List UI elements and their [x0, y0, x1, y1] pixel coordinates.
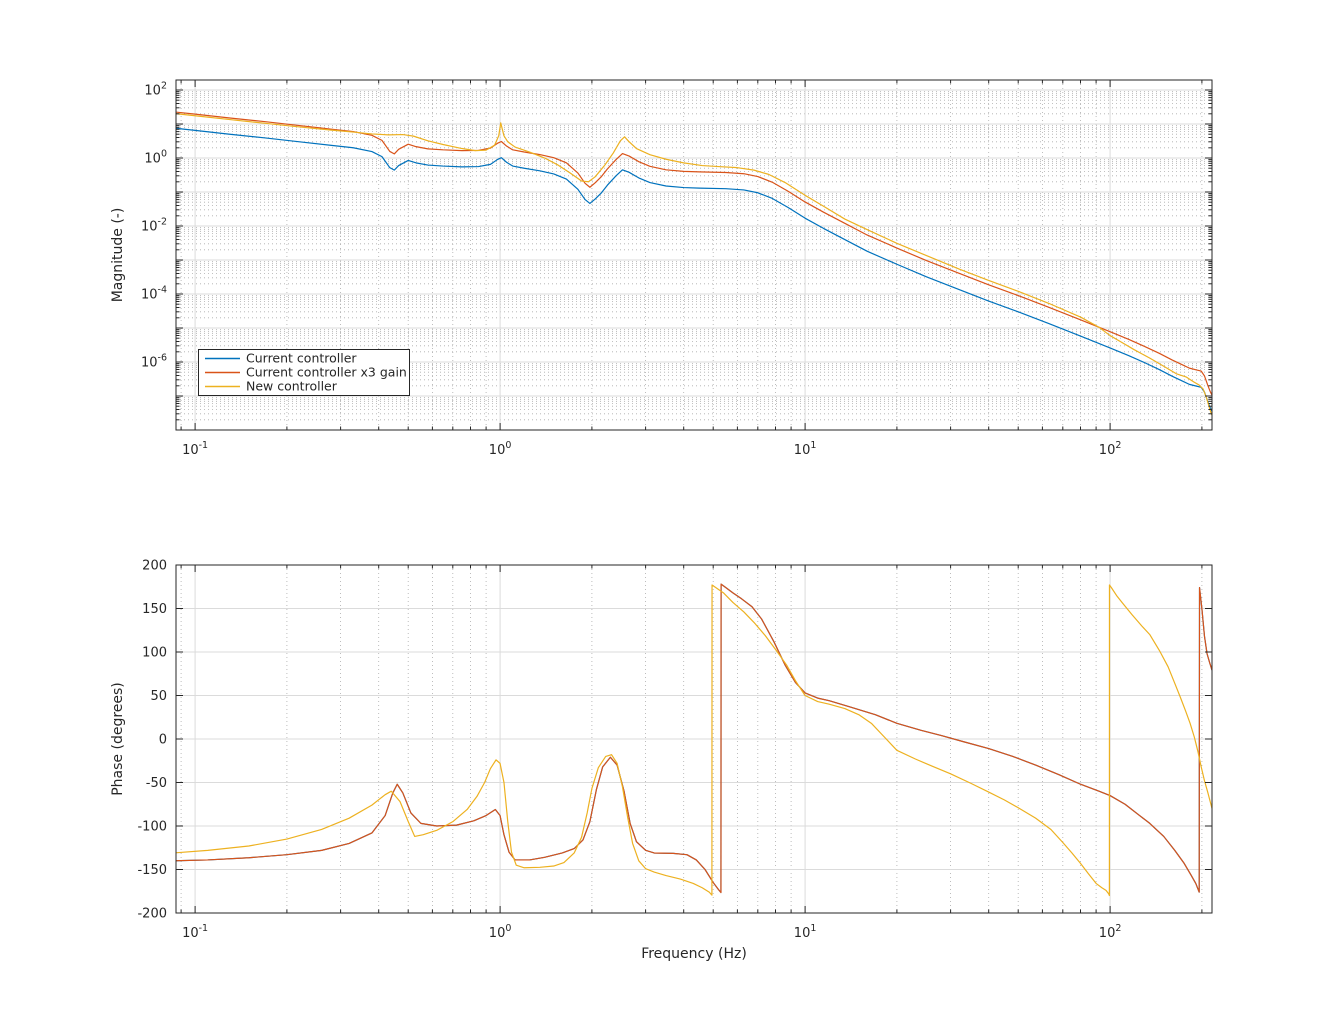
series-current-controller: [175, 127, 1213, 413]
x-axis-label: Frequency (Hz): [641, 946, 747, 962]
phase-major-grid: [176, 565, 1212, 913]
magnitude-axes-box: [175, 79, 1213, 431]
y-tick-label: 50: [150, 689, 167, 704]
legend-label: Current controller: [246, 351, 357, 366]
series-current-controller-x3-gain: [175, 583, 1213, 894]
legend-item: Current controller x3 gain: [205, 365, 407, 380]
legend-item: Current controller: [205, 351, 357, 366]
legend-label: Current controller x3 gain: [246, 365, 407, 380]
magnitude-series: [175, 111, 1213, 416]
phase-series: [175, 583, 1213, 897]
y-tick-label: -100: [137, 820, 167, 835]
series-new-controller: [175, 113, 1213, 416]
y-tick-label: -150: [137, 863, 167, 878]
series-new-controller: [175, 584, 1213, 897]
phase-ticks: [176, 564, 1212, 914]
magnitude-major-grid: [176, 80, 1212, 431]
y-tick-label: 0: [159, 733, 167, 748]
y-axis-label-magnitude: Magnitude (-): [110, 208, 126, 303]
legend-label: New controller: [246, 379, 338, 394]
y-tick-label: 100: [142, 646, 167, 661]
y-tick-label: -50: [146, 776, 167, 791]
magnitude-axes: 10-1 100 101 10210210010-210-410-6Magnitude…: [110, 79, 1213, 458]
y-tick-label: -200: [137, 907, 167, 922]
y-tick-label: 200: [142, 559, 167, 574]
magnitude-ticks: [176, 80, 1212, 431]
series-current-controller-x3-gain: [175, 111, 1213, 396]
y-tick-label: 150: [142, 602, 167, 617]
y-axis-label-phase: Phase (degrees): [110, 682, 126, 796]
legend-item: New controller: [205, 379, 338, 394]
